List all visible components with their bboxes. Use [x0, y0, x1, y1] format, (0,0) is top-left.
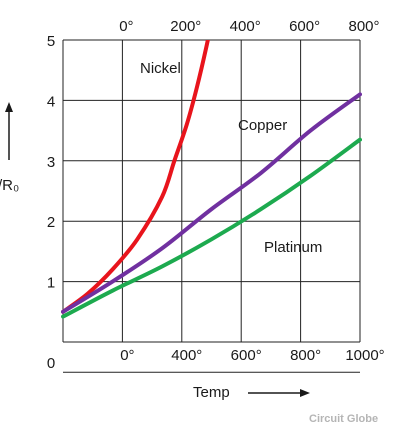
y-axis-label: /R₀	[0, 177, 19, 194]
y-tick-label: 0	[47, 355, 55, 372]
y-tick-labels: 5 4 3 2 1 0	[47, 33, 55, 372]
y-tick-label: 2	[47, 214, 55, 231]
y-tick-label: 1	[47, 275, 55, 292]
x-axis-label: Temp	[193, 384, 230, 401]
top-tick-label: 0°	[119, 18, 133, 35]
series-line-platinum	[61, 137, 362, 319]
top-tick-label: 800°	[348, 18, 379, 35]
y-tick-label: 4	[47, 93, 55, 110]
y-axis-arrow-head	[5, 102, 13, 112]
bottom-tick-labels: 0° 400° 600° 800° 1000°	[120, 347, 384, 364]
bottom-tick-label: 1000°	[345, 347, 384, 364]
top-tick-label: 400°	[230, 18, 261, 35]
y-tick-label: 5	[47, 33, 55, 50]
watermark: Circuit Globe	[309, 413, 378, 425]
bottom-tick-label: 800°	[290, 347, 321, 364]
top-tick-labels: 0° 200° 400° 600° 800°	[119, 18, 379, 35]
series-line-copper	[61, 92, 362, 314]
bottom-tick-label: 0°	[120, 347, 134, 364]
series-lines	[61, 40, 362, 319]
grid	[62, 39, 361, 373]
bottom-tick-label: 400°	[171, 347, 202, 364]
series-label-platinum: Platinum	[264, 239, 322, 256]
series-label-nickel: Nickel	[140, 60, 181, 77]
y-tick-label: 3	[47, 154, 55, 171]
series-label-copper: Copper	[238, 117, 287, 134]
top-tick-label: 600°	[289, 18, 320, 35]
top-tick-label: 200°	[170, 18, 201, 35]
series-line-nickel	[61, 40, 210, 314]
x-axis-arrow-head	[300, 389, 310, 397]
bottom-tick-label: 600°	[231, 347, 262, 364]
